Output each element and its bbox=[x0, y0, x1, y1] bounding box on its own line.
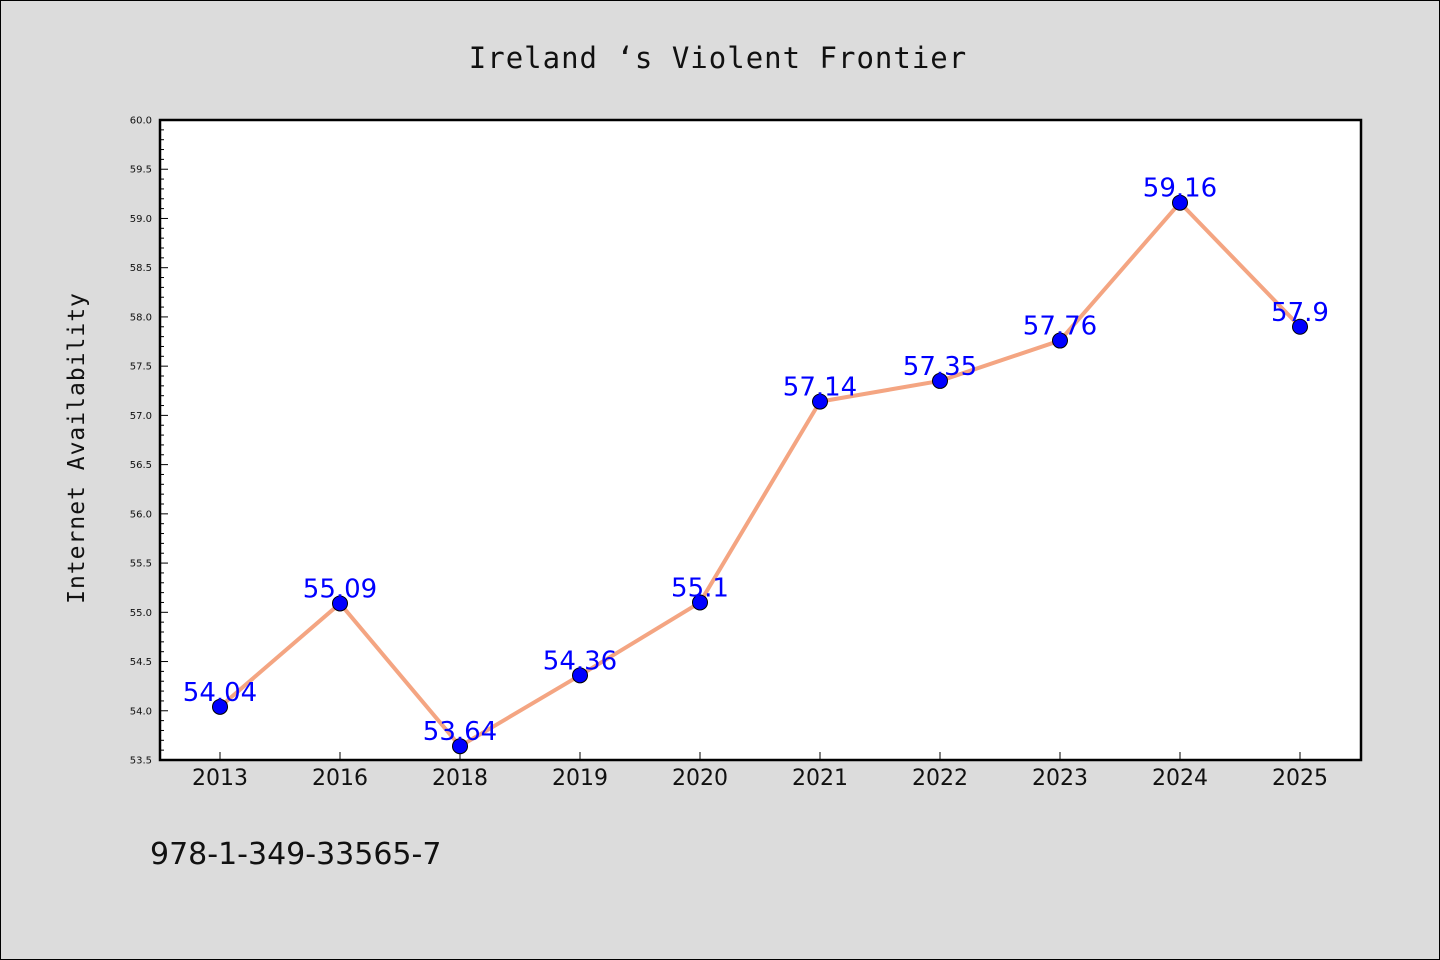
x-tick-label: 2024 bbox=[1152, 766, 1208, 791]
data-point bbox=[212, 698, 228, 715]
data-point bbox=[572, 667, 588, 684]
data-point bbox=[932, 372, 948, 389]
x-tick-label: 2016 bbox=[312, 766, 368, 791]
data-label: 55.09 bbox=[303, 574, 377, 604]
y-tick-label: 55.0 bbox=[130, 608, 152, 619]
y-tick-label: 57.0 bbox=[130, 411, 152, 422]
data-point bbox=[1292, 318, 1308, 335]
y-axis-label: Internet Availability bbox=[64, 292, 90, 604]
x-tick-label: 2022 bbox=[912, 766, 968, 791]
x-tick-label: 2019 bbox=[552, 766, 608, 791]
x-tick-label: 2025 bbox=[1272, 766, 1328, 791]
x-tick-label: 2023 bbox=[1032, 766, 1088, 791]
y-tick-label: 57.5 bbox=[130, 362, 152, 373]
y-axis-ticks: 53.5 54.0 54.5 55.0 55.5 56.0 56.5 57.0 57.5 58.0… bbox=[130, 116, 168, 767]
data-label: 57.14 bbox=[783, 373, 857, 403]
y-tick-label: 55.5 bbox=[130, 559, 152, 570]
series-line bbox=[218, 200, 1302, 749]
isbn-text: 978-1-349-33565-7 bbox=[150, 837, 441, 872]
y-tick-label: 59.5 bbox=[130, 165, 152, 176]
y-tick-label: 54.5 bbox=[130, 657, 152, 668]
data-point bbox=[452, 738, 468, 755]
data-label: 54.04 bbox=[183, 678, 257, 708]
y-tick-label: 59.0 bbox=[130, 214, 152, 225]
chart-title: Ireland ‘s Violent Frontier bbox=[469, 41, 967, 75]
x-tick-label: 2013 bbox=[192, 766, 248, 791]
series-line-group bbox=[212, 194, 1308, 755]
data-point bbox=[1052, 332, 1068, 349]
data-label: 57.35 bbox=[903, 352, 977, 382]
y-tick-label: 54.0 bbox=[130, 706, 152, 717]
y-tick-label: 58.5 bbox=[130, 263, 152, 274]
data-label: 54.36 bbox=[543, 646, 617, 676]
data-label: 59.16 bbox=[1143, 174, 1217, 204]
y-tick-label: 60.0 bbox=[130, 116, 152, 127]
x-tick-label: 2020 bbox=[672, 766, 728, 791]
data-labels: 54.04 55.09 53.64 54.36 55.1 57.14 57.35 57.76 5… bbox=[183, 174, 1329, 748]
data-label: 57.9 bbox=[1271, 298, 1329, 328]
data-label: 57.76 bbox=[1023, 312, 1097, 342]
data-label: 53.64 bbox=[423, 717, 497, 747]
x-tick-label: 2021 bbox=[792, 766, 848, 791]
data-label: 55.1 bbox=[671, 573, 729, 603]
x-axis-ticks: 2013 2016 2018 2019 2020 2021 2022 2023 2024 2025 bbox=[192, 752, 1328, 791]
y-tick-label: 53.5 bbox=[130, 756, 152, 767]
data-point bbox=[1172, 194, 1188, 211]
data-point bbox=[332, 595, 348, 612]
y-tick-label: 56.0 bbox=[130, 509, 152, 520]
x-tick-label: 2018 bbox=[432, 766, 488, 791]
y-tick-label: 58.0 bbox=[130, 312, 152, 323]
data-point bbox=[692, 594, 708, 611]
plot-area bbox=[158, 118, 1363, 762]
data-point bbox=[812, 393, 828, 410]
y-tick-label: 56.5 bbox=[130, 460, 152, 471]
